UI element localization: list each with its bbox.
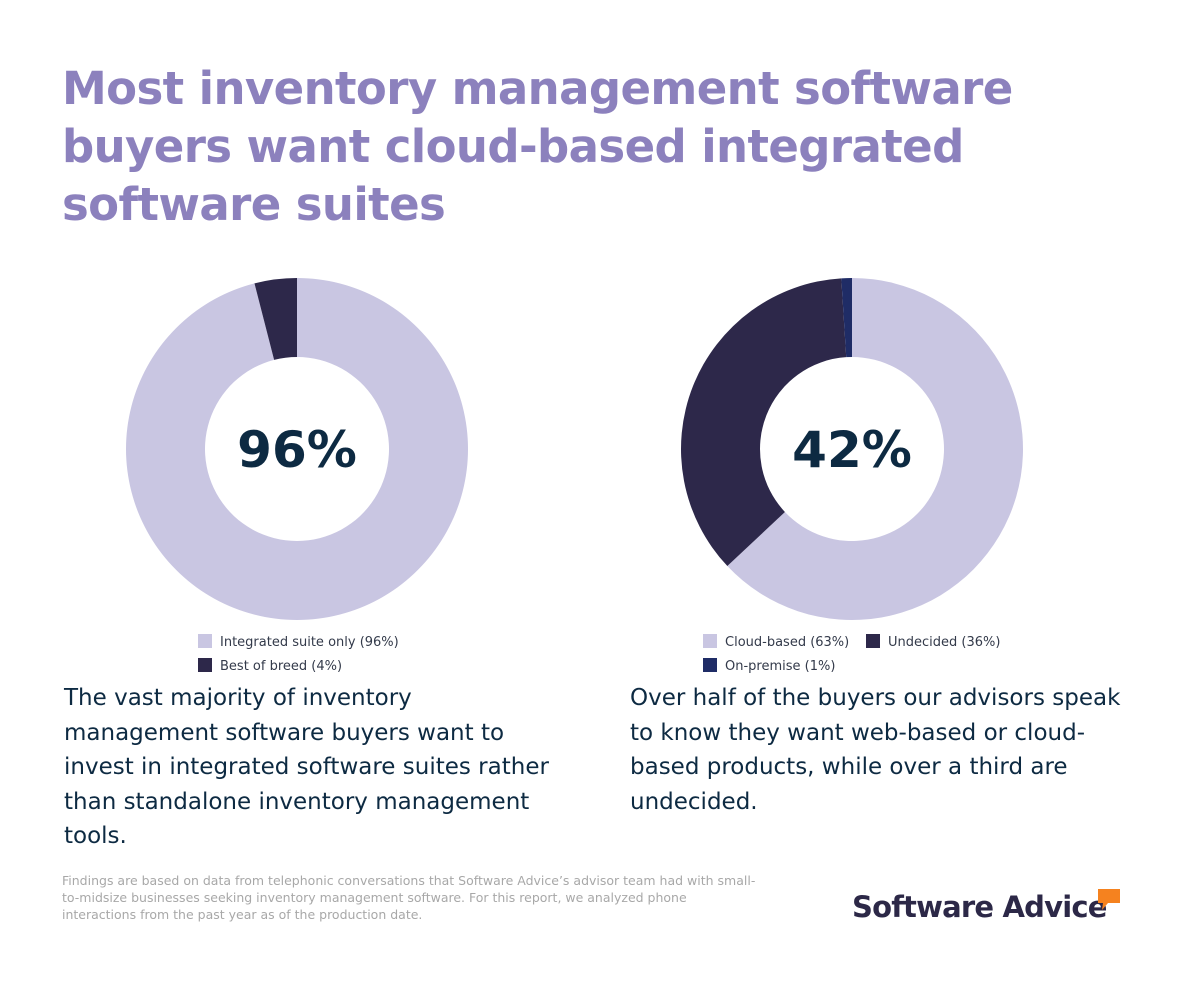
donut-center-label: 42% [792,421,912,479]
legend-label: Undecided (36%) [888,635,1001,650]
donut-chart-deployment: 42% [681,278,1023,620]
donut-slice-0 [727,278,1023,620]
software-advice-logo: Software Advice® [852,886,1152,926]
page-title: Most inventory management software buyer… [62,62,1013,231]
donut-slice-1 [681,278,847,567]
legend-item: Integrated suite only (96%) [198,634,399,650]
logo-wordmark: Software Advice [852,890,1107,924]
legend-label: Best of breed (4%) [220,659,343,674]
legend-swatch [703,658,717,672]
legend-label: Cloud-based (63%) [725,635,850,650]
footnote: Findings are based on data from telephon… [62,873,756,922]
legend-swatch [866,634,880,648]
description-right: Over half of the buyers our advisors spe… [630,685,1121,815]
donut-slice-1 [254,278,297,360]
legend-swatch [198,634,212,648]
legend-item: Best of breed (4%) [198,658,342,674]
legend-label: On-premise (1%) [725,659,836,674]
logo-text: Software Advice® [852,890,1116,924]
donut-slice-0 [125,278,469,620]
legend-item: Undecided (36%) [866,634,1000,650]
legend-swatch [703,634,717,648]
legend-label: Integrated suite only (96%) [220,635,399,650]
donut-slice-2 [841,278,852,358]
legend-swatch [198,658,212,672]
legend-item: On-premise (1%) [703,658,835,674]
donut-chart-integrated-suite: 96% [125,278,469,620]
description-left: The vast majority of inventory managemen… [64,685,549,849]
donut-center-label: 96% [237,421,357,479]
speech-bubble-icon [1098,889,1120,910]
legend-item: Cloud-based (63%) [703,634,849,650]
